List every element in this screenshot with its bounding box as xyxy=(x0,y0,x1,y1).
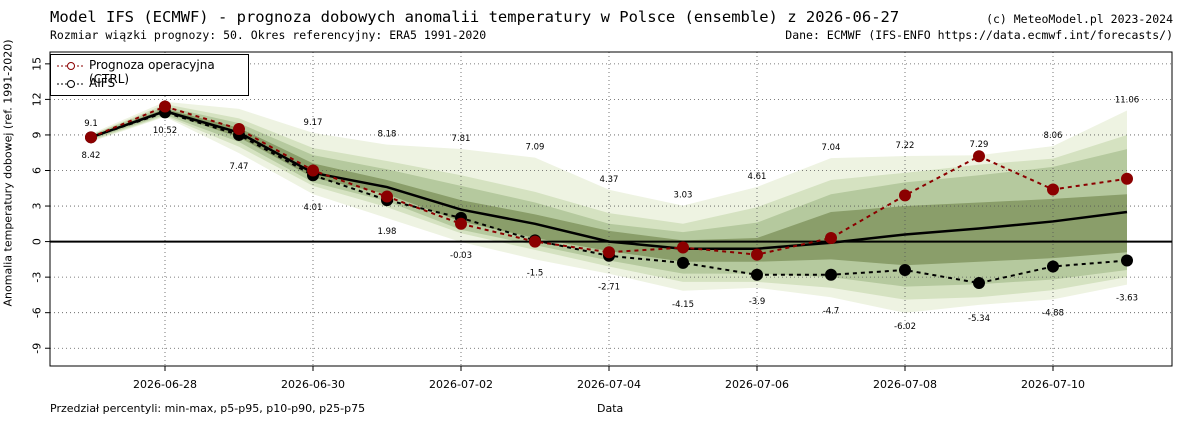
min-value-label: 10.52 xyxy=(153,126,177,136)
ctrl-point xyxy=(307,164,319,177)
max-value-label: 8.18 xyxy=(378,130,397,140)
ctrl-point xyxy=(455,217,467,230)
min-value-label: -2.71 xyxy=(598,283,620,293)
max-value-label: 9.17 xyxy=(304,118,323,128)
ctrl-point xyxy=(233,123,245,136)
max-value-label: 7.22 xyxy=(896,141,915,151)
ctrl-point xyxy=(529,235,541,248)
ctrl-point xyxy=(973,150,985,163)
y-tick-label: 0 xyxy=(31,238,44,245)
legend-item-ctrl: Prognoza operacyjna (CTRL) xyxy=(51,57,248,86)
aifs-point xyxy=(1121,254,1133,267)
y-axis-label: Anomalia temperatury dobowej (ref. 1991-… xyxy=(1,39,15,307)
legend-item-aifs: AIFS xyxy=(51,75,248,93)
max-value-label: 9.1 xyxy=(84,119,98,129)
max-value-label: 4.37 xyxy=(600,175,619,185)
copyright-text: (c) MeteoModel.pl 2023-2024 xyxy=(986,12,1173,26)
max-value-label: 4.61 xyxy=(748,172,767,182)
x-tick-label: 2026-07-10 xyxy=(1021,378,1085,391)
ctrl-line xyxy=(90,105,1128,256)
x-tick-label: 2026-07-08 xyxy=(873,378,937,391)
min-value-label: 1.98 xyxy=(378,227,397,237)
min-value-label: -3.63 xyxy=(1116,294,1138,304)
max-value-label: 7.29 xyxy=(970,140,989,150)
x-axis-label: Data xyxy=(597,402,624,415)
legend-ctrl-marker xyxy=(57,62,85,70)
x-tick-label: 2026-06-28 xyxy=(133,378,197,391)
y-tick-label: -6 xyxy=(31,307,44,318)
min-value-label: -4.7 xyxy=(823,306,840,316)
min-value-label: -3.9 xyxy=(749,297,766,307)
ctrl-point xyxy=(677,241,689,254)
min-value-label: 7.47 xyxy=(230,162,249,172)
ensemble-mean-line xyxy=(90,109,1128,250)
max-value-label: 7.81 xyxy=(452,134,471,144)
chart-legend: Prognoza operacyjna (CTRL) AIFS xyxy=(50,54,249,96)
y-tick-label: -9 xyxy=(31,343,44,354)
min-value-label: -4.88 xyxy=(1042,308,1064,318)
ctrl-point xyxy=(751,248,763,261)
max-value-label: 8.06 xyxy=(1044,131,1063,141)
min-value-label: 8.42 xyxy=(82,151,101,161)
max-value-label: 7.04 xyxy=(822,143,841,153)
aifs-point xyxy=(899,264,911,277)
ctrl-point xyxy=(899,189,911,202)
legend-ctrl-label: Prognoza operacyjna (CTRL) xyxy=(89,58,215,86)
max-value-label: 3.03 xyxy=(674,191,693,201)
percentile-footnote: Przedział percentyli: min-max, p5-p95, p… xyxy=(50,402,366,415)
y-tick-label: 6 xyxy=(31,167,44,174)
aifs-point xyxy=(677,256,689,269)
ctrl-point xyxy=(1121,172,1133,185)
legend-aifs-marker xyxy=(57,80,85,88)
min-value-label: 4.01 xyxy=(304,203,323,213)
y-tick-label: 3 xyxy=(31,203,44,210)
x-tick-label: 2026-07-04 xyxy=(577,378,641,391)
chart-title: Model IFS (ECMWF) - prognoza dobowych an… xyxy=(50,8,900,26)
min-value-label: -6.02 xyxy=(894,322,916,332)
ctrl-point xyxy=(85,131,97,144)
min-value-label: -5.34 xyxy=(968,314,990,324)
y-tick-label: 15 xyxy=(31,57,44,71)
min-value-label: -4.15 xyxy=(672,300,694,310)
plot-frame xyxy=(49,51,1173,367)
ctrl-point xyxy=(1047,183,1059,196)
aifs-point xyxy=(1047,260,1059,273)
min-value-label: -0.03 xyxy=(450,251,472,261)
min-value-label: -1.5 xyxy=(527,268,544,278)
chart-subtitle: Rozmiar wiązki prognozy: 50. Okres refer… xyxy=(50,28,487,42)
max-value-label: 7.09 xyxy=(526,143,545,153)
ctrl-point xyxy=(603,246,615,259)
y-tick-label: -3 xyxy=(31,272,44,283)
y-tick-label: 9 xyxy=(31,131,44,138)
ctrl-point xyxy=(825,232,837,245)
max-value-label: 11.06 xyxy=(1115,96,1139,106)
band-p25-p75 xyxy=(91,108,1127,266)
y-tick-label: 12 xyxy=(31,92,44,106)
legend-aifs-label: AIFS xyxy=(89,76,116,90)
data-source-text: Dane: ECMWF (IFS-ENFO https://data.ecmwf… xyxy=(785,28,1173,42)
x-tick-label: 2026-07-02 xyxy=(429,378,493,391)
ctrl-point xyxy=(381,190,393,203)
x-tick-label: 2026-06-30 xyxy=(281,378,345,391)
aifs-point xyxy=(825,268,837,281)
aifs-point xyxy=(973,277,985,290)
x-tick-label: 2026-07-06 xyxy=(725,378,789,391)
ctrl-point xyxy=(159,100,171,113)
aifs-point xyxy=(751,268,763,281)
